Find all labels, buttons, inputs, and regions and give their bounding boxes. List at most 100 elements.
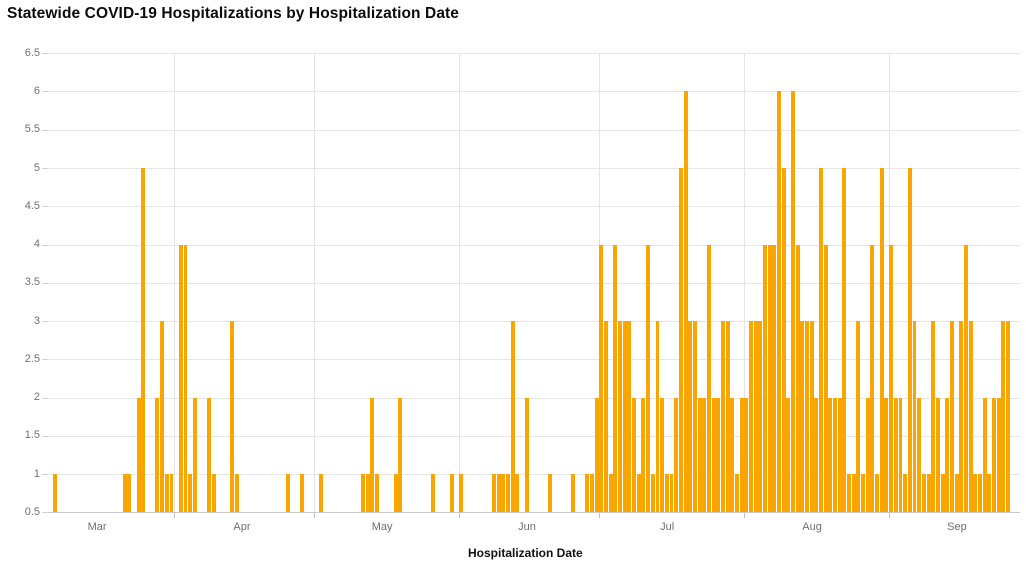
- bar[interactable]: [977, 474, 982, 513]
- bar[interactable]: [758, 321, 763, 513]
- bar[interactable]: [618, 321, 623, 513]
- bar[interactable]: [496, 474, 501, 513]
- bar[interactable]: [613, 244, 618, 513]
- bar[interactable]: [753, 321, 758, 513]
- bar[interactable]: [501, 474, 506, 513]
- bar[interactable]: [734, 474, 739, 513]
- bar[interactable]: [907, 168, 912, 513]
- bar[interactable]: [954, 474, 959, 513]
- bar[interactable]: [982, 397, 987, 513]
- bar[interactable]: [234, 474, 239, 513]
- bar[interactable]: [361, 474, 366, 513]
- bar[interactable]: [762, 244, 767, 513]
- bar[interactable]: [795, 244, 800, 513]
- bar[interactable]: [791, 91, 795, 513]
- bar[interactable]: [622, 321, 627, 513]
- bar[interactable]: [889, 244, 894, 513]
- bar[interactable]: [169, 474, 174, 513]
- bar[interactable]: [655, 321, 660, 513]
- bar[interactable]: [398, 397, 403, 513]
- bar[interactable]: [548, 474, 552, 513]
- bar[interactable]: [1005, 321, 1010, 513]
- bar[interactable]: [669, 474, 674, 513]
- bar[interactable]: [286, 474, 291, 513]
- bar[interactable]: [122, 474, 127, 513]
- bar[interactable]: [674, 397, 679, 513]
- bar[interactable]: [991, 397, 996, 513]
- bar[interactable]: [861, 474, 866, 513]
- bar[interactable]: [847, 474, 852, 513]
- bar[interactable]: [646, 244, 651, 513]
- bar[interactable]: [744, 397, 749, 513]
- bar[interactable]: [973, 474, 978, 513]
- bar[interactable]: [819, 168, 824, 513]
- bar[interactable]: [594, 397, 599, 513]
- bar[interactable]: [192, 397, 197, 513]
- bar[interactable]: [870, 244, 875, 513]
- bar[interactable]: [828, 397, 833, 513]
- bar[interactable]: [688, 321, 693, 513]
- bar[interactable]: [604, 321, 609, 513]
- bar[interactable]: [898, 397, 903, 513]
- bar[interactable]: [590, 474, 595, 513]
- bar[interactable]: [800, 321, 805, 513]
- bar[interactable]: [178, 244, 183, 513]
- bar[interactable]: [730, 397, 735, 513]
- bar[interactable]: [879, 168, 884, 513]
- bar[interactable]: [987, 474, 992, 513]
- bar[interactable]: [706, 244, 711, 513]
- bar[interactable]: [636, 474, 641, 513]
- bar[interactable]: [319, 474, 323, 513]
- bar[interactable]: [127, 474, 132, 513]
- bar[interactable]: [842, 168, 847, 513]
- bar[interactable]: [608, 474, 613, 513]
- bar[interactable]: [949, 321, 954, 513]
- bar[interactable]: [52, 474, 57, 513]
- bar[interactable]: [160, 321, 165, 513]
- bar[interactable]: [912, 321, 917, 513]
- bar[interactable]: [664, 474, 669, 513]
- bar[interactable]: [230, 321, 235, 513]
- bar[interactable]: [884, 397, 889, 513]
- bar[interactable]: [365, 474, 370, 513]
- bar[interactable]: [716, 397, 721, 513]
- bar[interactable]: [692, 321, 697, 513]
- bar[interactable]: [660, 397, 665, 513]
- bar[interactable]: [515, 474, 520, 513]
- bar[interactable]: [945, 397, 950, 513]
- bar[interactable]: [1001, 321, 1006, 513]
- bar[interactable]: [940, 474, 945, 513]
- bar[interactable]: [641, 397, 646, 513]
- bar[interactable]: [767, 244, 772, 513]
- bar[interactable]: [805, 321, 809, 513]
- bar[interactable]: [585, 474, 590, 513]
- bar[interactable]: [809, 321, 814, 513]
- bar[interactable]: [431, 474, 436, 513]
- bar[interactable]: [300, 474, 305, 513]
- bar[interactable]: [833, 397, 838, 513]
- bar[interactable]: [136, 397, 141, 513]
- bar[interactable]: [772, 244, 777, 513]
- bar[interactable]: [524, 397, 529, 513]
- bar[interactable]: [697, 397, 702, 513]
- bar[interactable]: [370, 397, 375, 513]
- bar[interactable]: [865, 397, 870, 513]
- bar[interactable]: [459, 474, 464, 513]
- bar[interactable]: [963, 244, 968, 513]
- bar[interactable]: [917, 397, 922, 513]
- bar[interactable]: [211, 474, 216, 513]
- bar[interactable]: [921, 474, 926, 513]
- bar[interactable]: [837, 397, 842, 513]
- bar[interactable]: [449, 474, 454, 513]
- bar[interactable]: [206, 397, 211, 513]
- bar[interactable]: [164, 474, 169, 513]
- bar[interactable]: [935, 397, 940, 513]
- bar[interactable]: [823, 244, 828, 513]
- bar[interactable]: [683, 91, 688, 513]
- bar[interactable]: [393, 474, 398, 513]
- bar[interactable]: [627, 321, 632, 513]
- bar[interactable]: [678, 168, 683, 513]
- bar[interactable]: [856, 321, 861, 513]
- bar[interactable]: [739, 397, 744, 513]
- bar[interactable]: [851, 474, 856, 513]
